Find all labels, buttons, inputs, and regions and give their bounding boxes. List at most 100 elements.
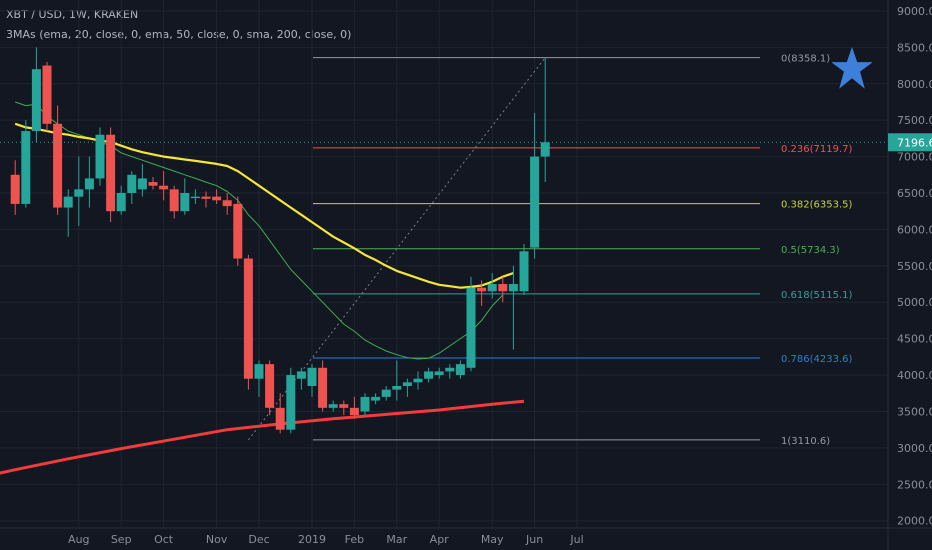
candle: [84, 156, 94, 208]
candle-body: [519, 251, 529, 292]
y-tick-label: 5500.0: [897, 260, 932, 273]
candle: [137, 163, 147, 197]
candle: [477, 280, 487, 306]
candle-body: [371, 396, 381, 401]
y-tick-label: 7500.0: [897, 114, 932, 127]
candle: [42, 61, 52, 132]
candle-body: [21, 131, 31, 204]
candle: [127, 171, 137, 204]
y-tick-label: 9000.0: [897, 5, 932, 18]
candle: [63, 189, 73, 237]
candle: [445, 364, 455, 379]
x-tick-label: Jun: [525, 533, 543, 546]
fib-level-label: 0(8358.1): [781, 54, 830, 65]
x-tick-label: Dec: [248, 533, 269, 546]
candle-body: [296, 371, 306, 379]
candle-body: [307, 367, 317, 386]
candle-body: [53, 123, 63, 208]
candle-body: [159, 185, 169, 190]
candle: [339, 400, 349, 416]
candle-body: [339, 404, 349, 408]
candle: [328, 400, 338, 412]
y-tick-label: 4500.0: [897, 333, 932, 346]
fib-level-label: 0.786(4233.6): [781, 354, 853, 365]
candle-body: [42, 65, 52, 124]
candles: [10, 47, 550, 434]
candle-body: [498, 284, 508, 292]
candle: [466, 276, 476, 372]
ma-line-sma-200: [0, 399, 525, 475]
candle: [21, 120, 31, 208]
candle: [265, 360, 275, 416]
candle: [392, 360, 402, 401]
candle: [116, 185, 126, 215]
candle-body: [318, 367, 328, 408]
candle: [498, 276, 508, 303]
candle: [169, 185, 179, 219]
x-tick-label: May: [481, 533, 504, 546]
candle: [243, 254, 253, 390]
candle: [508, 265, 518, 350]
candle-body: [402, 382, 412, 386]
candle-body: [508, 284, 518, 292]
candle-body: [540, 142, 550, 157]
y-tick-label: 3500.0: [897, 405, 932, 418]
y-tick-label: 6500.0: [897, 187, 932, 200]
candle-body: [106, 134, 116, 212]
candle: [371, 393, 381, 405]
candle-body: [243, 258, 253, 379]
candle: [402, 378, 412, 397]
x-tick-label: Nov: [206, 533, 228, 546]
candle: [74, 156, 84, 226]
candle-body: [190, 196, 200, 199]
candle: [254, 360, 264, 397]
y-tick-label: 7000.0: [897, 151, 932, 164]
grid-lines: [0, 0, 888, 528]
candle: [487, 273, 497, 299]
candle: [212, 189, 222, 204]
candle-body: [63, 196, 73, 208]
candle-body: [222, 200, 232, 207]
candle: [159, 171, 169, 201]
candle-body: [455, 364, 465, 376]
candle: [275, 393, 285, 434]
candle-body: [212, 196, 222, 201]
candle: [413, 371, 423, 390]
candle: [148, 176, 158, 190]
candle: [201, 191, 211, 208]
ma-line-ema-50: [14, 122, 514, 289]
candle-body: [10, 174, 20, 204]
candle: [424, 367, 434, 383]
indicator-legend[interactable]: 3MAs (ema, 20, close, 0, ema, 50, close,…: [6, 28, 352, 41]
candle-body: [233, 203, 243, 259]
candle: [434, 367, 444, 379]
candle: [95, 127, 105, 186]
y-tick-label: 5000.0: [897, 296, 932, 309]
candle: [360, 393, 370, 416]
candle-body: [381, 389, 391, 397]
candle: [455, 360, 465, 379]
candle: [381, 385, 391, 401]
candle-body: [477, 287, 487, 292]
candle: [106, 127, 116, 223]
candle-body: [169, 189, 179, 212]
fibonacci-retracement: 0(8358.1) 0.236(7119.7) 0.382(6353.5) 0.5(5…: [248, 54, 853, 447]
candle-body: [265, 364, 275, 408]
candle-body: [95, 134, 105, 179]
y-tick-label: 2000.0: [897, 515, 932, 528]
candle-body: [434, 371, 444, 376]
star-icon[interactable]: [832, 44, 872, 98]
fib-level-label: 0.618(5115.1): [781, 290, 853, 301]
candle-body: [127, 174, 137, 193]
x-tick-label: Sep: [111, 533, 132, 546]
candle-body: [31, 69, 41, 132]
x-tick-label: 2019: [298, 533, 326, 546]
candle-body: [74, 189, 84, 197]
candle: [10, 160, 20, 215]
y-tick-label: 8500.0: [897, 41, 932, 54]
time-axis: Aug Sep Oct Nov Dec 2019 Feb Mar Apr May Jun Jul: [0, 527, 932, 546]
candle-body: [254, 364, 264, 379]
candle-body: [413, 378, 423, 383]
